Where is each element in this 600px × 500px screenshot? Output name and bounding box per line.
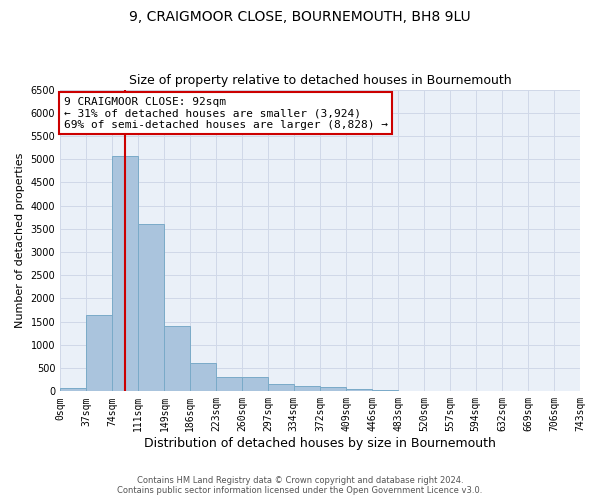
Y-axis label: Number of detached properties: Number of detached properties (15, 153, 25, 328)
Title: Size of property relative to detached houses in Bournemouth: Size of property relative to detached ho… (129, 74, 511, 87)
Bar (372, 390, 398, 392)
Bar (112, 156, 138, 392)
Bar (242, 378, 268, 392)
Bar (138, 224, 164, 392)
Bar (190, 363, 216, 392)
X-axis label: Distribution of detached houses by size in Bournemouth: Distribution of detached houses by size … (144, 437, 496, 450)
Text: 9 CRAIGMOOR CLOSE: 92sqm
← 31% of detached houses are smaller (3,924)
69% of sem: 9 CRAIGMOOR CLOSE: 92sqm ← 31% of detach… (64, 96, 388, 130)
Bar (294, 386, 320, 392)
Text: Contains HM Land Registry data © Crown copyright and database right 2024.
Contai: Contains HM Land Registry data © Crown c… (118, 476, 482, 495)
Bar (320, 388, 346, 392)
Bar (60, 388, 86, 392)
Text: 9, CRAIGMOOR CLOSE, BOURNEMOUTH, BH8 9LU: 9, CRAIGMOOR CLOSE, BOURNEMOUTH, BH8 9LU (129, 10, 471, 24)
Bar (216, 378, 242, 392)
Bar (346, 389, 372, 392)
Bar (164, 326, 190, 392)
Bar (268, 384, 294, 392)
Bar (86, 314, 112, 392)
